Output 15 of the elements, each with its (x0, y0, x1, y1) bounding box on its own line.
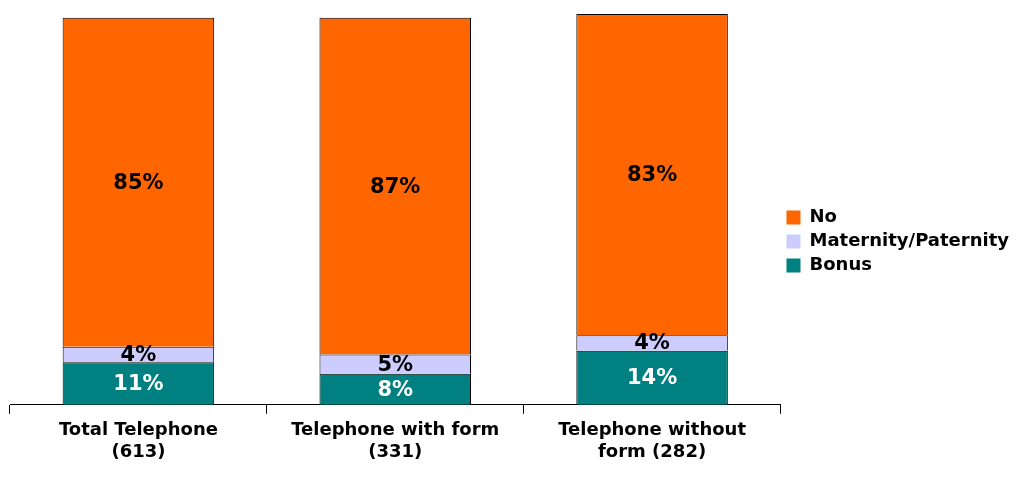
legend-label: Maternity/Paternity (809, 229, 1010, 251)
legend-label: Bonus (809, 253, 872, 275)
x-tick-label: Telephone with form (331) (291, 418, 500, 461)
x-tick-label: Total Telephone (613) (58, 418, 218, 461)
data-label: 4% (120, 341, 157, 366)
data-label: 83% (626, 162, 678, 187)
data-label: 87% (370, 173, 421, 198)
data-label: 8% (377, 376, 414, 401)
data-label: 14% (626, 365, 678, 390)
data-label: 5% (377, 351, 414, 376)
data-label: 4% (634, 330, 670, 355)
data-label: 11% (113, 370, 164, 395)
x-tick-label: Telephone without form (282) (558, 418, 747, 461)
legend-label: No (809, 205, 837, 227)
data-label: 85% (113, 169, 164, 194)
